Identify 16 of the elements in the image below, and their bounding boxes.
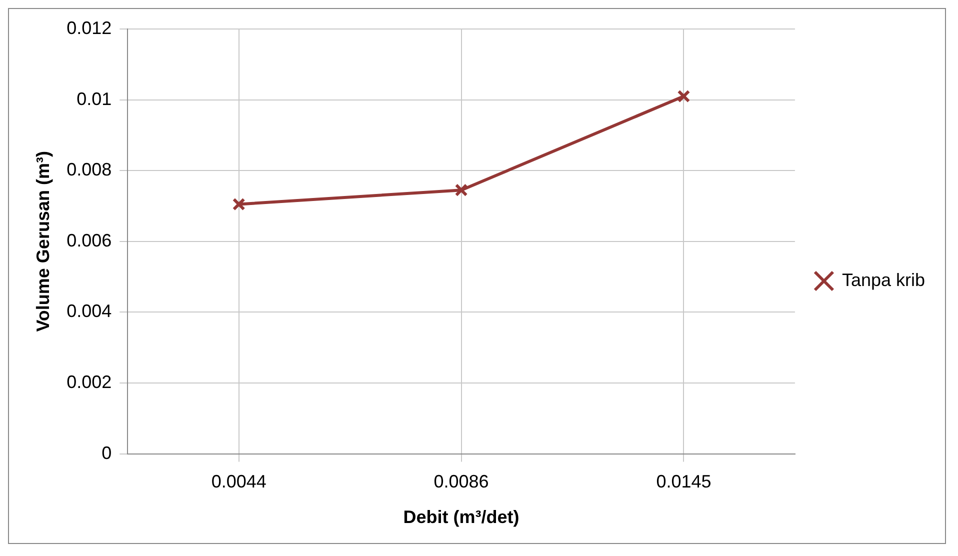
y-tick-label: 0.006 <box>66 230 112 250</box>
point <box>454 184 468 197</box>
y-tick-label: 0.004 <box>66 301 112 322</box>
y-tick-label: 0 <box>102 442 112 463</box>
x-tick-label: 0.0086 <box>434 472 489 492</box>
x-tick-label: 0.0145 <box>656 472 712 492</box>
y-tick-label: 0.008 <box>66 160 112 180</box>
point <box>677 90 690 103</box>
y-tick-label: 0.012 <box>66 18 112 38</box>
legend-label: Tanpa krib <box>842 270 926 290</box>
x-axis-title: Debit (m³/det) <box>403 507 520 528</box>
y-axis-title: Volume Gerusan (m³) <box>32 151 53 332</box>
y-tick-label: 0.002 <box>66 372 112 392</box>
y-tick-label: 0.01 <box>76 88 112 109</box>
point <box>232 198 246 211</box>
x-tick-label: 0.0044 <box>211 472 266 492</box>
